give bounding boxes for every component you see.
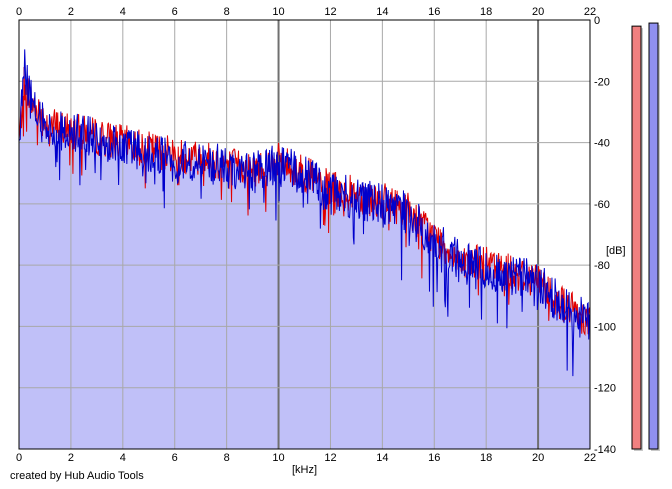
- x-tick-label-bottom: 22: [584, 452, 596, 464]
- x-tick-label-top: 22: [584, 6, 596, 18]
- y-tick-label: -60: [594, 199, 610, 211]
- x-tick-label-top: 2: [68, 6, 74, 18]
- y-tick-label: -40: [594, 138, 610, 150]
- footer-credit: created by Hub Audio Tools: [10, 470, 144, 482]
- x-axis-label: [kHz]: [292, 464, 317, 476]
- x-tick-label-bottom: 16: [428, 452, 440, 464]
- x-tick-label-bottom: 0: [16, 452, 22, 464]
- series-line-right: [18, 49, 591, 377]
- x-tick-label-top: 18: [480, 6, 492, 18]
- x-tick-label-top: 12: [324, 6, 336, 18]
- y-axis-label: [dB]: [606, 245, 626, 257]
- x-tick-label-bottom: 14: [376, 452, 388, 464]
- x-tick-label-bottom: 20: [532, 452, 544, 464]
- x-tick-label-top: 14: [376, 6, 388, 18]
- plot-frame: [18, 19, 591, 450]
- y-tick-label: -140: [594, 444, 616, 456]
- y-tick-label: -20: [594, 76, 610, 88]
- x-tick-label-bottom: 4: [120, 452, 126, 464]
- x-tick-label-bottom: 6: [172, 452, 178, 464]
- y-tick-label: 0: [594, 15, 600, 27]
- x-tick-label-top: 10: [272, 6, 284, 18]
- x-tick-label-top: 8: [224, 6, 230, 18]
- x-tick-label-bottom: 18: [480, 452, 492, 464]
- x-tick-label-bottom: 12: [324, 452, 336, 464]
- x-tick-label-top: 16: [428, 6, 440, 18]
- series-line-left: [18, 67, 591, 336]
- y-tick-label: -100: [594, 321, 616, 333]
- x-tick-label-top: 0: [16, 6, 22, 18]
- x-tick-label-top: 6: [172, 6, 178, 18]
- spectrum-fill-area: [19, 49, 590, 450]
- x-tick-label-bottom: 2: [68, 452, 74, 464]
- level-meter-right: [648, 22, 659, 450]
- x-tick-label-bottom: 10: [272, 452, 284, 464]
- level-meter-left: [631, 25, 642, 450]
- x-tick-label-bottom: 8: [224, 452, 230, 464]
- y-tick-label: -80: [594, 260, 610, 272]
- x-tick-label-top: 20: [532, 6, 544, 18]
- x-tick-label-top: 4: [120, 6, 126, 18]
- y-tick-label: -120: [594, 383, 616, 395]
